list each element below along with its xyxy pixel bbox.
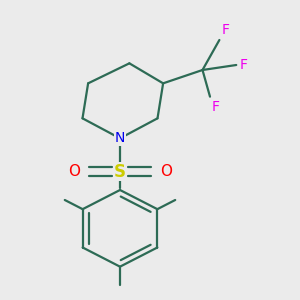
Text: N: N bbox=[115, 131, 125, 145]
Text: F: F bbox=[212, 100, 220, 114]
Text: S: S bbox=[114, 163, 126, 181]
Text: F: F bbox=[239, 58, 247, 72]
Text: O: O bbox=[160, 164, 172, 179]
Text: O: O bbox=[68, 164, 80, 179]
Text: F: F bbox=[221, 23, 229, 37]
